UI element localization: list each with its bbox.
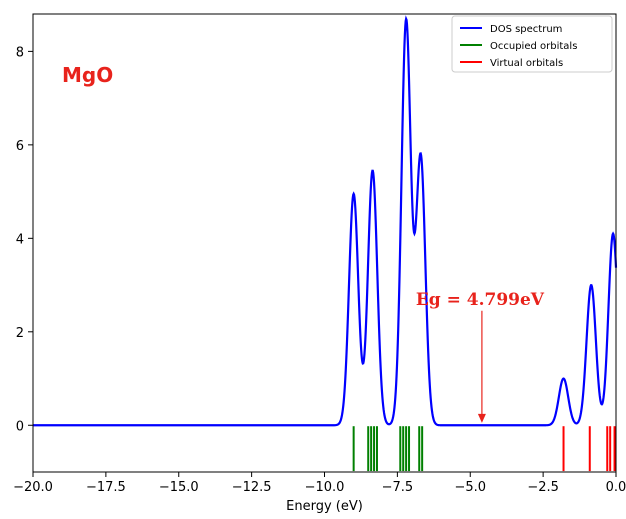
- x-tick-label: −20.0: [13, 480, 53, 495]
- x-tick-label: −17.5: [86, 480, 126, 495]
- y-tick-label: 0: [16, 419, 24, 434]
- orbital-lines-layer: [354, 426, 615, 471]
- x-tick-label: 0.0: [606, 480, 626, 495]
- dos-spectrum-line: [33, 19, 616, 425]
- plot-frame: [33, 14, 616, 472]
- legend-label-virtual: Virtual orbitals: [490, 58, 563, 69]
- band-gap-arrow: [478, 311, 486, 423]
- mgo-annotation: MgO: [62, 63, 113, 87]
- x-tick-label: −15.0: [159, 480, 199, 495]
- legend-label-occupied: Occupied orbitals: [490, 41, 577, 52]
- dos-curve-layer: [33, 19, 616, 425]
- band-gap-annotation: Eg = 4.799eV: [416, 290, 545, 310]
- x-tick-label: −7.5: [382, 480, 414, 495]
- y-tick-label: 4: [16, 232, 24, 247]
- x-axis-label: Energy (eV): [286, 499, 363, 514]
- tick-layer: −20.0 −17.5 −15.0 −12.5 −10.0 −7.5 −5.0 −2.5 0.0…: [13, 45, 626, 495]
- x-tick-label: −12.5: [232, 480, 272, 495]
- arrow-head: [478, 414, 486, 423]
- x-tick-label: −2.5: [527, 480, 559, 495]
- x-tick-label: −10.0: [305, 480, 345, 495]
- y-tick-label: 2: [16, 326, 24, 341]
- legend-label-dos: DOS spectrum: [490, 24, 562, 35]
- x-tick-label: −5.0: [454, 480, 486, 495]
- legend: DOS spectrum Occupied orbitals Virtual o…: [452, 16, 612, 72]
- y-tick-label: 8: [16, 45, 24, 60]
- y-tick-label: 6: [16, 139, 24, 154]
